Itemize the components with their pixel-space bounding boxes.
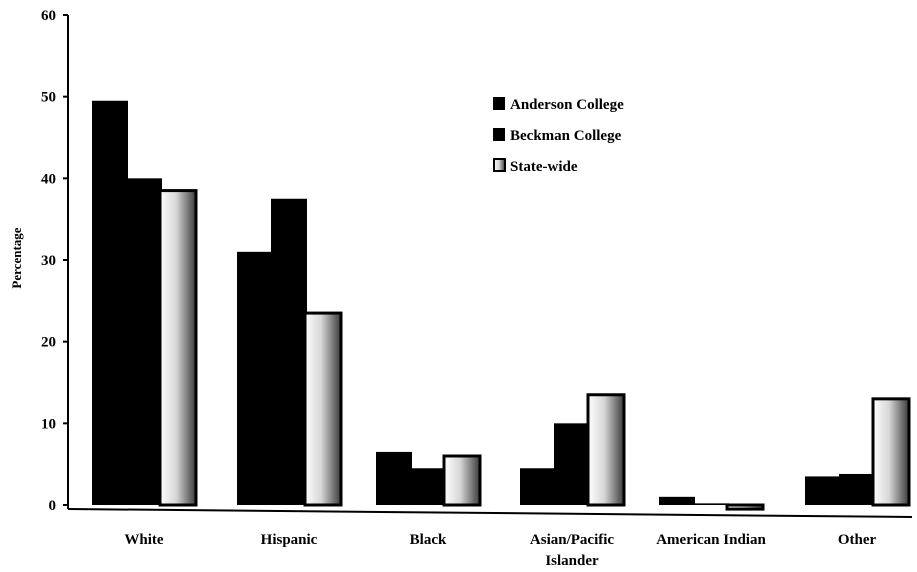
bar-anderson (237, 251, 273, 505)
bar-statewide (442, 454, 482, 507)
legend-item-beckman: Beckman College (493, 128, 622, 144)
x-tick-label: Islander (545, 553, 599, 569)
bar-anderson (376, 451, 412, 505)
bar-statewide (871, 397, 911, 507)
y-tick-label: 0 (49, 498, 57, 514)
x-tick-label: Hispanic (261, 532, 318, 548)
y-ticks: 0 10 20 30 40 50 60 (41, 8, 68, 514)
y-tick-label: 40 (41, 171, 56, 187)
x-tick-label: American Indian (656, 532, 766, 548)
bar-beckman (554, 423, 590, 505)
bars (92, 100, 911, 511)
bar-beckman (126, 178, 162, 506)
bar-statewide (303, 311, 343, 507)
legend-label-anderson: Anderson College (510, 97, 624, 113)
x-tick-label: Other (838, 532, 877, 548)
bar-anderson (805, 476, 841, 505)
legend-item-statewide: State-wide (493, 158, 578, 175)
bar-beckman (839, 473, 875, 505)
y-tick-label: 10 (41, 416, 56, 432)
legend-label-beckman: Beckman College (510, 128, 622, 144)
x-tick-label: White (124, 532, 164, 548)
bar-anderson (92, 100, 128, 505)
bar-statewide (158, 189, 198, 507)
legend-item-anderson: Anderson College (493, 97, 624, 113)
legend: Anderson College Beckman College State-w… (493, 97, 624, 175)
y-axis-title: Percentage (9, 227, 24, 288)
x-tick-labels: White Hispanic Black Asian/Pacific Islander A… (124, 532, 876, 569)
x-tick-label: Asian/Pacific (530, 532, 614, 548)
bar-beckman (271, 198, 307, 505)
x-tick-label: Black (410, 532, 447, 548)
y-tick-label: 60 (41, 8, 56, 24)
legend-swatch-beckman (493, 128, 505, 141)
y-tick-label: 20 (41, 335, 56, 351)
bar-statewide (586, 393, 626, 507)
legend-label-statewide: State-wide (510, 159, 578, 175)
bar-beckman (410, 468, 446, 505)
bar-anderson (659, 496, 695, 505)
x-axis-line (67, 508, 913, 518)
y-tick-label: 50 (41, 90, 56, 106)
bar-beckman (693, 503, 729, 505)
y-tick-label: 30 (41, 253, 56, 269)
legend-swatch-anderson (493, 97, 505, 110)
legend-swatch-statewide (493, 158, 506, 172)
bar-statewide (725, 503, 765, 511)
bar-anderson (520, 468, 556, 505)
x-axis (67, 508, 913, 518)
